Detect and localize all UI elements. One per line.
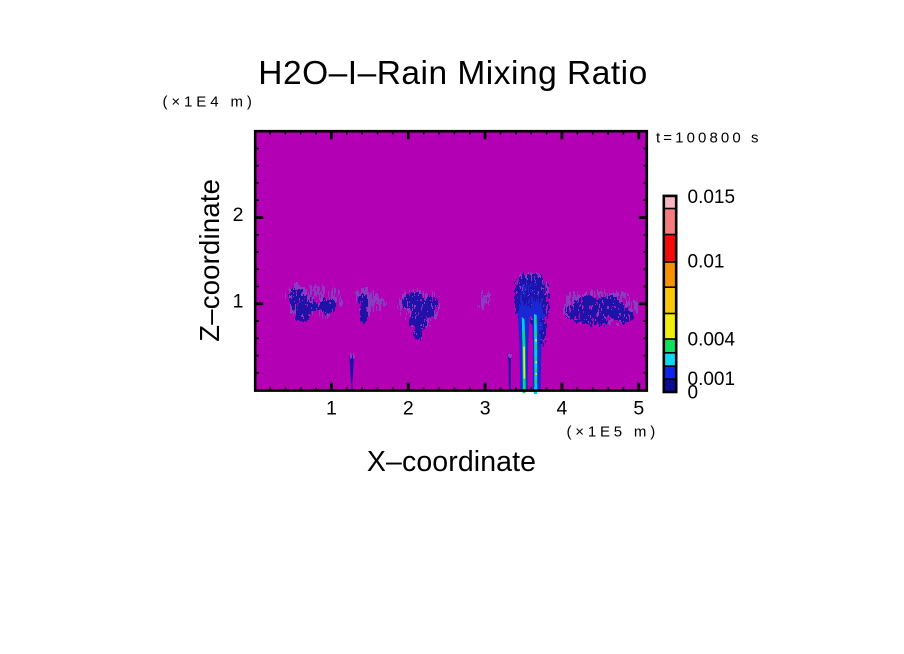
svg-text:1: 1	[326, 398, 337, 420]
svg-text:0.004: 0.004	[688, 329, 736, 350]
svg-text:X–coordinate: X–coordinate	[367, 446, 536, 478]
svg-text:4: 4	[557, 398, 568, 420]
svg-text:3: 3	[480, 398, 491, 420]
svg-text:0.01: 0.01	[688, 251, 725, 272]
svg-text:5: 5	[633, 398, 644, 420]
svg-text:(×1E5 m): (×1E5 m)	[567, 424, 660, 441]
svg-text:Z–coordinate: Z–coordinate	[194, 179, 225, 342]
svg-text:1: 1	[233, 290, 244, 312]
svg-text:0.001: 0.001	[688, 369, 736, 390]
svg-text:0.015: 0.015	[688, 187, 736, 208]
svg-text:2: 2	[403, 398, 414, 420]
svg-text:2: 2	[233, 204, 244, 226]
svg-text:0: 0	[688, 382, 699, 403]
svg-text:H2O–I–Rain Mixing Ratio: H2O–I–Rain Mixing Ratio	[258, 55, 647, 92]
svg-text:(×1E4 m): (×1E4 m)	[163, 94, 256, 111]
svg-text:t=100800 s: t=100800 s	[656, 130, 762, 147]
